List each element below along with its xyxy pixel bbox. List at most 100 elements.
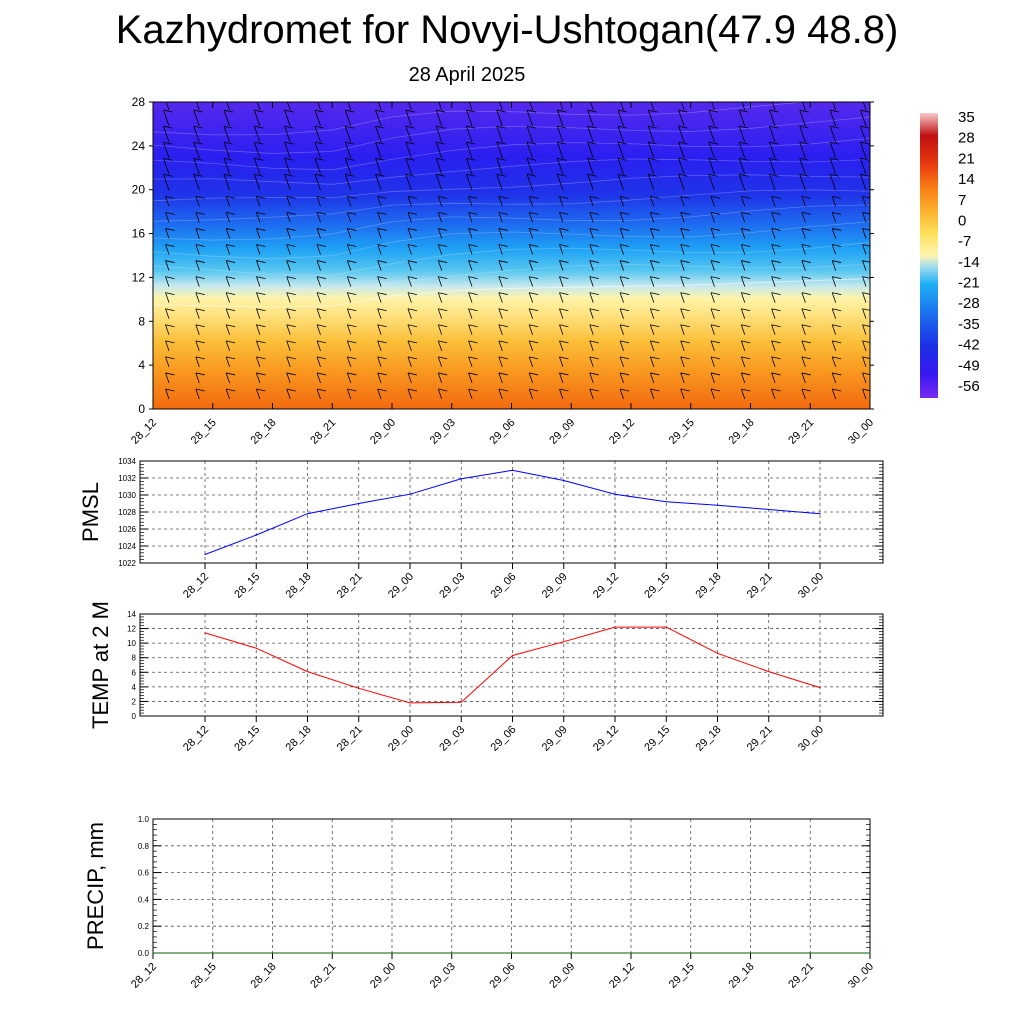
- wind-barb-staff: [407, 356, 412, 368]
- wind-barb-flag: [588, 94, 597, 96]
- wind-barb-staff: [649, 356, 655, 368]
- wind-barb-staff: [284, 174, 291, 191]
- wind-barb-staff: [377, 196, 382, 207]
- wind-barb-flag: [587, 125, 597, 129]
- wind-barb-staff: [771, 340, 776, 351]
- wind-barb-flag: [468, 356, 478, 360]
- wind-barb-staff: [377, 276, 382, 287]
- wind-barb-flag: [557, 125, 567, 129]
- colorbar-tick-label: -56: [958, 378, 980, 395]
- wind-barb-staff: [862, 356, 867, 368]
- wind-barb-staff: [801, 212, 806, 223]
- wind-barb-flag: [680, 276, 690, 280]
- wind-barb-staff: [405, 125, 412, 143]
- wind-barb-flag: [799, 141, 809, 145]
- wind-barb-flag: [771, 244, 781, 247]
- wind-barb-flag: [468, 324, 478, 328]
- wind-barb-staff: [195, 196, 200, 207]
- wind-barb-staff: [498, 372, 503, 384]
- data-point: [391, 952, 393, 954]
- wind-barb-staff: [649, 212, 655, 223]
- y-tick-label: 0.6: [138, 869, 150, 878]
- wind-barb-staff: [195, 212, 200, 223]
- wind-barb-flag: [375, 141, 385, 145]
- wind-barb-staff: [346, 308, 352, 319]
- wind-barb-flag: [832, 388, 842, 392]
- x-tick-label: 28_15: [189, 961, 219, 991]
- wind-barb-flag: [648, 109, 658, 113]
- axis-title: TEMP at 2 M: [88, 601, 113, 729]
- data-point: [869, 952, 871, 954]
- wind-barb-flag: [832, 244, 842, 247]
- wind-barb-staff: [316, 228, 321, 239]
- wind-barb-flag: [679, 94, 688, 96]
- wind-barb-staff: [589, 260, 594, 271]
- wind-barb-staff: [620, 102, 624, 111]
- wind-barb-staff: [377, 260, 382, 271]
- wind-barb-staff: [437, 356, 443, 368]
- wind-barb-staff: [225, 340, 230, 351]
- wind-barb-flag: [468, 388, 478, 392]
- colorbar-tick-label: -42: [958, 337, 980, 354]
- wind-barb-flag: [163, 157, 173, 161]
- wind-barb-flag: [405, 173, 415, 177]
- wind-barb-staff: [771, 244, 776, 255]
- wind-barb-staff: [407, 324, 412, 335]
- wind-barb-flag: [316, 276, 327, 280]
- wind-barb-staff: [528, 356, 534, 368]
- x-tick-label: 29_03: [428, 417, 458, 447]
- wind-barb-staff: [526, 158, 534, 175]
- wind-barb-flag: [376, 94, 385, 96]
- wind-barb-flag: [832, 276, 842, 280]
- wind-barb-flag: [496, 125, 506, 129]
- wind-barb-flag: [648, 94, 657, 96]
- wind-barb-flag: [648, 141, 658, 145]
- wind-barb-flag: [619, 340, 630, 344]
- wind-barb-flag: [771, 260, 781, 263]
- wind-barb-staff: [738, 174, 746, 191]
- wind-barb-staff: [741, 102, 746, 111]
- x-tick-label: 29_06: [489, 571, 519, 601]
- wind-barb-staff: [862, 276, 867, 287]
- wind-barb-staff: [498, 324, 503, 335]
- wind-barb-flag: [466, 109, 476, 113]
- wind-barb-flag: [377, 292, 387, 296]
- wind-barb-staff: [619, 212, 624, 223]
- x-tick-label: 29_18: [694, 571, 724, 601]
- wind-barb-staff: [589, 308, 594, 319]
- wind-barb-staff: [468, 228, 473, 239]
- wind-barb-flag: [468, 195, 478, 199]
- wind-barb-staff: [619, 292, 624, 303]
- wind-barb-flag: [347, 324, 357, 328]
- wind-barb-flag: [438, 372, 448, 376]
- wind-barb-flag: [801, 276, 811, 280]
- wind-barb-staff: [740, 260, 746, 271]
- wind-barb-flag: [619, 308, 630, 312]
- wind-barb-flag: [527, 94, 536, 96]
- wind-barb-flag: [557, 141, 567, 145]
- wind-barb-staff: [256, 102, 261, 111]
- wind-barb-flag: [650, 356, 660, 360]
- wind-barb-staff: [528, 324, 534, 335]
- wind-barb-flag: [862, 308, 870, 311]
- wind-barb-flag: [799, 157, 809, 161]
- wind-barb-flag: [345, 173, 355, 177]
- wind-barb-staff: [286, 228, 291, 239]
- x-tick-label: 28_21: [335, 571, 365, 601]
- wind-barb-flag: [678, 157, 688, 161]
- wind-barb-flag: [769, 125, 779, 129]
- wind-barb-staff: [528, 276, 534, 287]
- wind-barb-flag: [529, 388, 539, 392]
- wind-barb-flag: [468, 292, 478, 296]
- wind-barb-staff: [862, 228, 867, 239]
- wind-barb-staff: [163, 125, 170, 143]
- wind-barb-flag: [284, 125, 294, 129]
- wind-barb-flag: [710, 292, 721, 296]
- wind-barb-flag: [347, 244, 357, 247]
- wind-barb-staff: [740, 196, 746, 207]
- wind-barb-staff: [710, 340, 715, 351]
- wind-barb-flag: [587, 157, 597, 161]
- wind-barb-staff: [526, 125, 534, 143]
- wind-barb-flag: [256, 308, 266, 312]
- wind-barb-flag: [559, 244, 569, 247]
